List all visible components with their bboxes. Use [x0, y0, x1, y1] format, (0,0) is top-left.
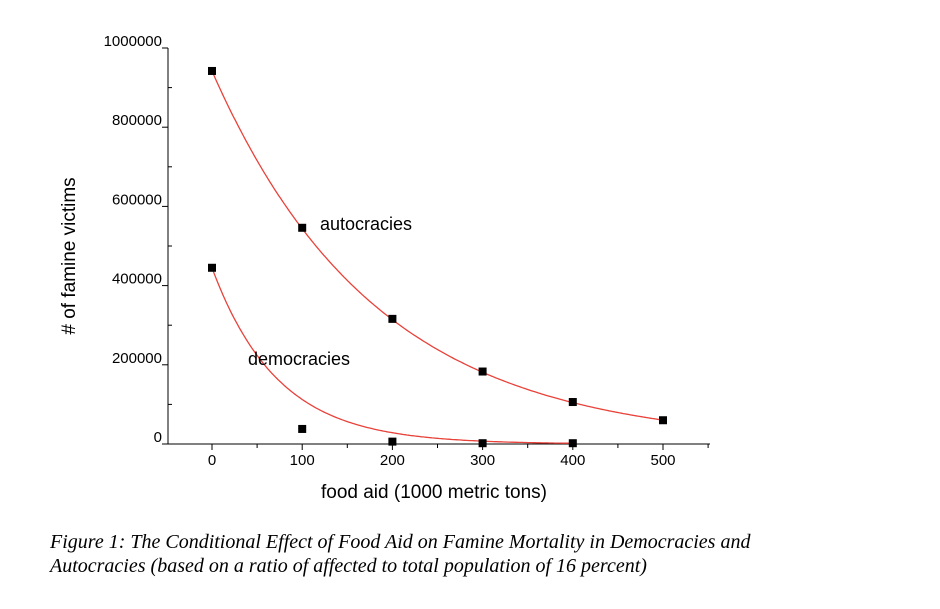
caption-line-2: Autocracies (based on a ratio of affecte…: [50, 555, 647, 577]
x-tick-label: 500: [650, 452, 675, 469]
y-tick-label: 800000: [112, 112, 162, 129]
data-point-autocracies: [568, 398, 577, 407]
data-point-autocracies: [298, 223, 307, 232]
x-tick-label: 200: [380, 452, 405, 469]
x-tick-label: 0: [208, 452, 216, 469]
figure-caption: Figure 1: The Conditional Effect of Food…: [50, 530, 910, 578]
fit-curve-democracies: [211, 267, 573, 444]
fit-curves: [211, 70, 664, 444]
y-tick-label: 200000: [112, 350, 162, 367]
x-tick-label: 100: [290, 452, 315, 469]
chart: 0 200000 400000 600000 800000 1000000 0 100 200 3…: [59, 33, 710, 503]
data-point-autocracies: [208, 66, 216, 75]
axes: 0 200000 400000 600000 800000 1000000 0 100 200 3…: [104, 33, 710, 469]
y-tick-label: 1000000: [104, 33, 162, 50]
y-tick-label: 0: [154, 429, 162, 446]
y-tick-label: 600000: [112, 191, 162, 208]
series-label-autocracies: autocracies: [320, 214, 412, 234]
data-point-autocracies: [478, 367, 487, 376]
x-tick-label: 300: [470, 452, 495, 469]
x-axis-title: food aid (1000 metric tons): [321, 482, 547, 503]
data-point-democracies: [298, 424, 307, 433]
fit-curve-autocracies: [211, 70, 664, 421]
x-tick-label: 400: [560, 452, 585, 469]
data-point-democracies: [478, 439, 487, 448]
data-point-autocracies: [388, 314, 397, 323]
data-point-democracies: [568, 439, 577, 448]
series-label-democracies: democracies: [248, 349, 350, 369]
caption-line-1: Figure 1: The Conditional Effect of Food…: [50, 531, 751, 553]
data-markers: [208, 66, 667, 448]
data-point-democracies: [208, 263, 216, 272]
y-axis-title: # of famine victims: [59, 177, 80, 334]
y-tick-label: 400000: [112, 271, 162, 288]
data-point-autocracies: [659, 416, 667, 425]
data-point-democracies: [388, 437, 397, 446]
